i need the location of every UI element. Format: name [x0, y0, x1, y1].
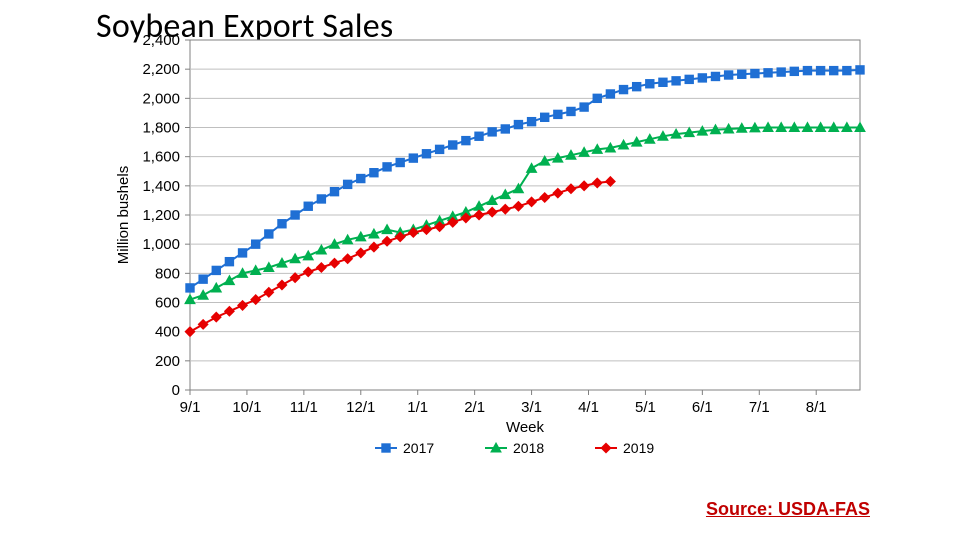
legend-item-2017: 2017 — [375, 440, 434, 456]
svg-text:1,000: 1,000 — [142, 236, 180, 253]
svg-text:4/1: 4/1 — [578, 399, 599, 416]
svg-text:2019: 2019 — [623, 440, 654, 456]
svg-text:0: 0 — [172, 382, 180, 399]
svg-text:800: 800 — [155, 265, 180, 282]
svg-text:7/1: 7/1 — [749, 399, 770, 416]
svg-text:2,000: 2,000 — [142, 90, 180, 107]
svg-text:Week: Week — [506, 419, 545, 436]
svg-text:1,600: 1,600 — [142, 149, 180, 166]
source-attribution: Source: USDA-FAS — [706, 499, 870, 520]
line-chart: 0 200 400 600 800 1,000 1,200 1,400 1,600 1,800 2,… — [100, 30, 880, 470]
svg-text:9/1: 9/1 — [180, 399, 201, 416]
svg-text:1,200: 1,200 — [142, 207, 180, 224]
svg-text:10/1: 10/1 — [232, 399, 261, 416]
svg-text:200: 200 — [155, 353, 180, 370]
chart-container: 0 200 400 600 800 1,000 1,200 1,400 1,600 1,800 2,… — [100, 30, 880, 470]
svg-text:2,200: 2,200 — [142, 61, 180, 78]
svg-text:2/1: 2/1 — [464, 399, 485, 416]
svg-text:2017: 2017 — [403, 440, 434, 456]
svg-text:11/1: 11/1 — [290, 399, 318, 416]
svg-text:1,800: 1,800 — [142, 120, 180, 137]
svg-text:400: 400 — [155, 324, 180, 341]
legend-item-2018: 2018 — [485, 440, 544, 456]
svg-text:12/1: 12/1 — [346, 399, 375, 416]
svg-text:1,400: 1,400 — [142, 178, 180, 195]
svg-text:Million bushels: Million bushels — [115, 166, 132, 264]
svg-text:8/1: 8/1 — [806, 399, 827, 416]
svg-text:5/1: 5/1 — [635, 399, 656, 416]
svg-text:1/1: 1/1 — [407, 399, 428, 416]
svg-text:600: 600 — [155, 295, 180, 312]
svg-text:6/1: 6/1 — [692, 399, 713, 416]
legend-item-2019: 2019 — [595, 440, 654, 456]
svg-text:2018: 2018 — [513, 440, 544, 456]
svg-text:3/1: 3/1 — [521, 399, 542, 416]
svg-text:2,400: 2,400 — [142, 32, 180, 49]
